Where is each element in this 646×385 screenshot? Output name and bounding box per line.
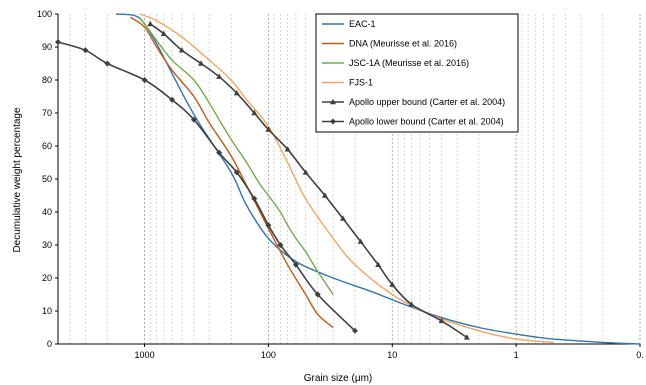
triangle-point [463, 334, 470, 340]
series-4 [139, 13, 554, 344]
diamond-point [141, 77, 148, 83]
y-tick-label: 30 [42, 240, 52, 250]
y-tick-label: 40 [42, 207, 52, 217]
triangle-point [408, 301, 415, 307]
triangle-point [375, 261, 382, 267]
y-tick-label: 0 [47, 339, 52, 349]
series-1 [115, 13, 641, 345]
triangle-point [438, 317, 445, 324]
legend-label: FJS-1 [349, 78, 373, 88]
diamond-point [82, 47, 89, 54]
x-tick-label: 100 [261, 350, 276, 360]
triangle-point [357, 238, 364, 244]
legend-entry: JSC-1A (Meurisse et al. 2016) [322, 58, 469, 68]
y-tick-label: 50 [42, 174, 52, 184]
triangle-point [233, 90, 240, 96]
y-tick-label: 90 [42, 42, 52, 52]
triangle-point [147, 20, 154, 27]
series-line [139, 13, 554, 344]
series-5 [147, 20, 470, 340]
x-tick-label: 1000 [135, 350, 155, 360]
y-tick-label: 100 [37, 9, 52, 19]
legend-label: DNA (Meurisse et al. 2016) [349, 39, 457, 49]
legend-entry: DNA (Meurisse et al. 2016) [322, 39, 457, 49]
y-axis-title: Decumulative weight percentage [12, 107, 23, 253]
triangle-point [160, 30, 167, 36]
diamond-point [104, 60, 111, 67]
y-tick-label: 70 [42, 108, 52, 118]
diamond-point [292, 261, 299, 268]
y-tick-label: 80 [42, 75, 52, 85]
diamond-point [216, 149, 223, 156]
diamond-point [314, 291, 321, 298]
series-line [130, 16, 334, 329]
legend-label: Apollo lower bound (Carter et al. 2004) [349, 117, 504, 127]
diamond-point [169, 96, 176, 103]
x-tick-label: 10 [387, 350, 397, 360]
series-2 [130, 16, 334, 329]
legend-label: JSC-1A (Meurisse et al. 2016) [349, 58, 469, 68]
triangle-point [302, 169, 309, 175]
triangle-point [321, 192, 328, 198]
y-tick-label: 20 [42, 273, 52, 283]
legend-entry: Apollo lower bound (Carter et al. 2004) [322, 117, 504, 127]
diamond-point [55, 39, 61, 46]
legend-label: Apollo upper bound (Carter et al. 2004) [349, 97, 505, 107]
diamond-point [233, 169, 240, 176]
legend-entry: FJS-1 [322, 78, 373, 88]
triangle-point [198, 60, 205, 66]
legend-box [315, 13, 519, 133]
triangle-point [389, 281, 396, 287]
triangle-point [265, 126, 272, 132]
y-tick-label: 10 [42, 306, 52, 316]
triangle-point [216, 73, 223, 79]
y-tick-label: 60 [42, 141, 52, 151]
diamond-point [190, 116, 197, 123]
triangle-point [178, 47, 185, 53]
axes: 0 10 20 30 40 50 60 70 80 90 100 1000 100 10 1 0. [37, 9, 644, 360]
diamond-point [277, 242, 284, 248]
diamond-point [265, 222, 272, 229]
x-tick-label: 0. [636, 350, 644, 360]
x-tick-label: 1 [514, 350, 519, 360]
triangle-point [330, 98, 336, 105]
triangle-point [251, 109, 258, 116]
legend-entry: Apollo upper bound (Carter et al. 2004) [322, 97, 505, 107]
series-layer [55, 13, 641, 345]
series-3 [138, 16, 334, 295]
series-line [115, 13, 641, 345]
legend-label: EAC-1 [349, 19, 376, 29]
x-axis-title: Grain size (μm) [304, 373, 373, 384]
series-line [57, 41, 356, 332]
diamond-point [330, 118, 336, 125]
series-6 [55, 39, 359, 334]
triangle-point [284, 146, 291, 152]
series-line [138, 16, 334, 295]
diamond-point [352, 327, 359, 334]
legend-entry: EAC-1 [322, 19, 376, 29]
triangle-point [339, 215, 346, 221]
diamond-point [251, 195, 258, 202]
legend: EAC-1 DNA (Meurisse et al. 2016) JSC-1A (M… [315, 13, 519, 133]
